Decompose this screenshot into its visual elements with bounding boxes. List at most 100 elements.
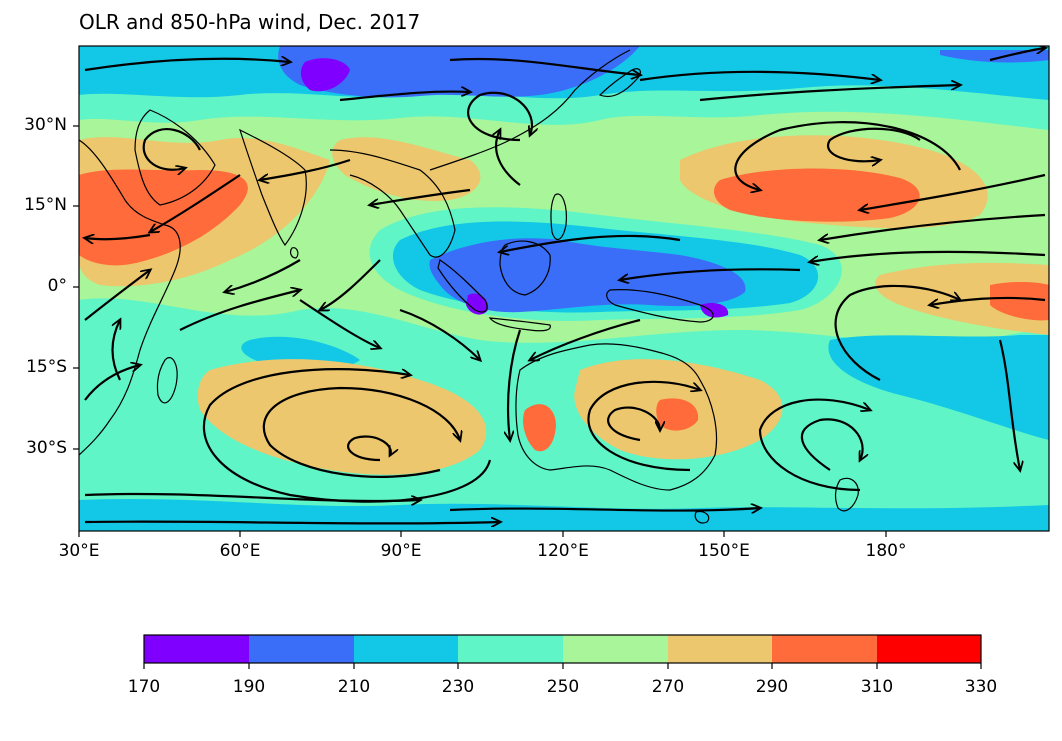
map-border: [78, 45, 1050, 532]
coastline-southeast-asia: [329, 149, 456, 258]
streamline: [449, 508, 760, 511]
streamline-vortex: [347, 435, 391, 462]
lon-label-90e: 90°E: [380, 541, 422, 561]
lon-label-180: 180°: [865, 541, 907, 561]
colorbar-label: 290: [755, 677, 789, 697]
streamline-vortex: [202, 368, 492, 503]
lon-label-60e: 60°E: [219, 541, 261, 561]
coastline-new-zealand: [834, 477, 859, 512]
streamline: [84, 59, 290, 72]
streamline: [860, 173, 1046, 210]
colorbar-label: 190: [232, 677, 266, 697]
streamline-vortex: [827, 127, 921, 162]
map-title: OLR and 850-hPa wind, Dec. 2017: [79, 10, 421, 34]
colorbar-segment: [668, 635, 772, 663]
streamline: [85, 235, 151, 239]
streamline-vortex: [800, 418, 863, 471]
colorbar: [143, 634, 982, 669]
lat-label-eq: 0°: [47, 276, 67, 296]
streamline: [500, 234, 681, 252]
streamline: [530, 318, 641, 360]
coastline-australia: [515, 343, 718, 491]
streamline: [508, 329, 522, 440]
colorbar-label: 230: [441, 677, 475, 697]
coastline-sumatra: [437, 259, 488, 313]
olr-contour-190: [278, 46, 640, 98]
streamline: [810, 250, 1046, 262]
streamline: [179, 290, 300, 331]
wind-streamlines: [85, 48, 1045, 523]
olr-contour-290: [523, 404, 556, 452]
coastline-africa: [79, 139, 181, 456]
streamline: [299, 299, 380, 348]
streamline: [339, 92, 470, 102]
lon-label-30e: 30°E: [58, 541, 100, 561]
map-ticks: [73, 125, 887, 537]
olr-contour-190: [429, 238, 746, 313]
colorbar-segment: [458, 635, 563, 663]
coastline-madagascar: [156, 357, 178, 404]
olr-contour-270: [332, 137, 481, 201]
olr-contour-170: [466, 293, 489, 315]
streamline: [639, 70, 880, 80]
streamline-vortex: [834, 284, 960, 381]
streamline: [260, 158, 351, 180]
streamline: [320, 259, 381, 310]
streamline-vortex: [467, 91, 532, 142]
streamline-vortex: [142, 128, 201, 170]
streamline: [150, 174, 241, 232]
olr-contour-290: [990, 281, 1049, 321]
colorbar-segment: [772, 635, 877, 663]
coastlines: [79, 49, 859, 524]
coastline-arabia: [134, 109, 216, 206]
coastline-sri-lanka: [290, 247, 299, 259]
coastline-india: [238, 128, 307, 247]
streamline: [699, 85, 960, 102]
streamline: [989, 48, 1045, 62]
colorbar-label: 310: [860, 677, 894, 697]
colorbar-label: 170: [127, 677, 161, 697]
streamline: [820, 213, 1046, 240]
streamline-vortex: [758, 398, 870, 492]
lon-label-120e: 120°E: [537, 541, 589, 561]
colorbar-segment: [354, 635, 458, 663]
streamline: [620, 268, 801, 280]
streamline: [449, 57, 640, 75]
coastline-java: [488, 317, 551, 332]
colorbar-label: 250: [546, 677, 580, 697]
coastline-philippines: [550, 193, 567, 241]
lon-label-150e: 150°E: [698, 541, 750, 561]
lat-label-15n: 15°N: [24, 195, 67, 215]
streamline: [84, 492, 420, 501]
colorbar-label: 330: [964, 677, 998, 697]
lat-label-30n: 30°N: [24, 115, 67, 135]
olr-contour-290: [656, 398, 699, 431]
colorbar-label: 210: [337, 677, 371, 697]
streamline-vortex: [262, 386, 460, 478]
streamline: [225, 259, 301, 292]
streamline: [930, 296, 1046, 305]
lat-label-30s: 30°S: [26, 438, 67, 458]
olr-contour-290: [714, 168, 920, 222]
colorbar-segment: [563, 635, 668, 663]
colorbar-segment: [877, 635, 981, 663]
streamline: [84, 365, 140, 401]
streamline: [84, 270, 150, 321]
lat-label-15s: 15°S: [26, 357, 67, 377]
streamline-vortex: [607, 406, 660, 442]
streamline: [84, 522, 500, 524]
streamline: [399, 308, 480, 360]
streamline: [998, 339, 1020, 470]
olr-contour-170: [300, 58, 350, 92]
streamline: [496, 130, 521, 186]
coastline-tasmania: [694, 511, 710, 524]
streamline-vortex: [587, 380, 700, 472]
coastline-new-guinea: [606, 289, 714, 323]
colorbar-segment: [144, 635, 249, 663]
colorbar-label: 270: [651, 677, 685, 697]
streamline: [111, 320, 121, 381]
streamline: [370, 188, 471, 205]
olr-shading: [79, 46, 1049, 531]
colorbar-segment: [249, 635, 354, 663]
